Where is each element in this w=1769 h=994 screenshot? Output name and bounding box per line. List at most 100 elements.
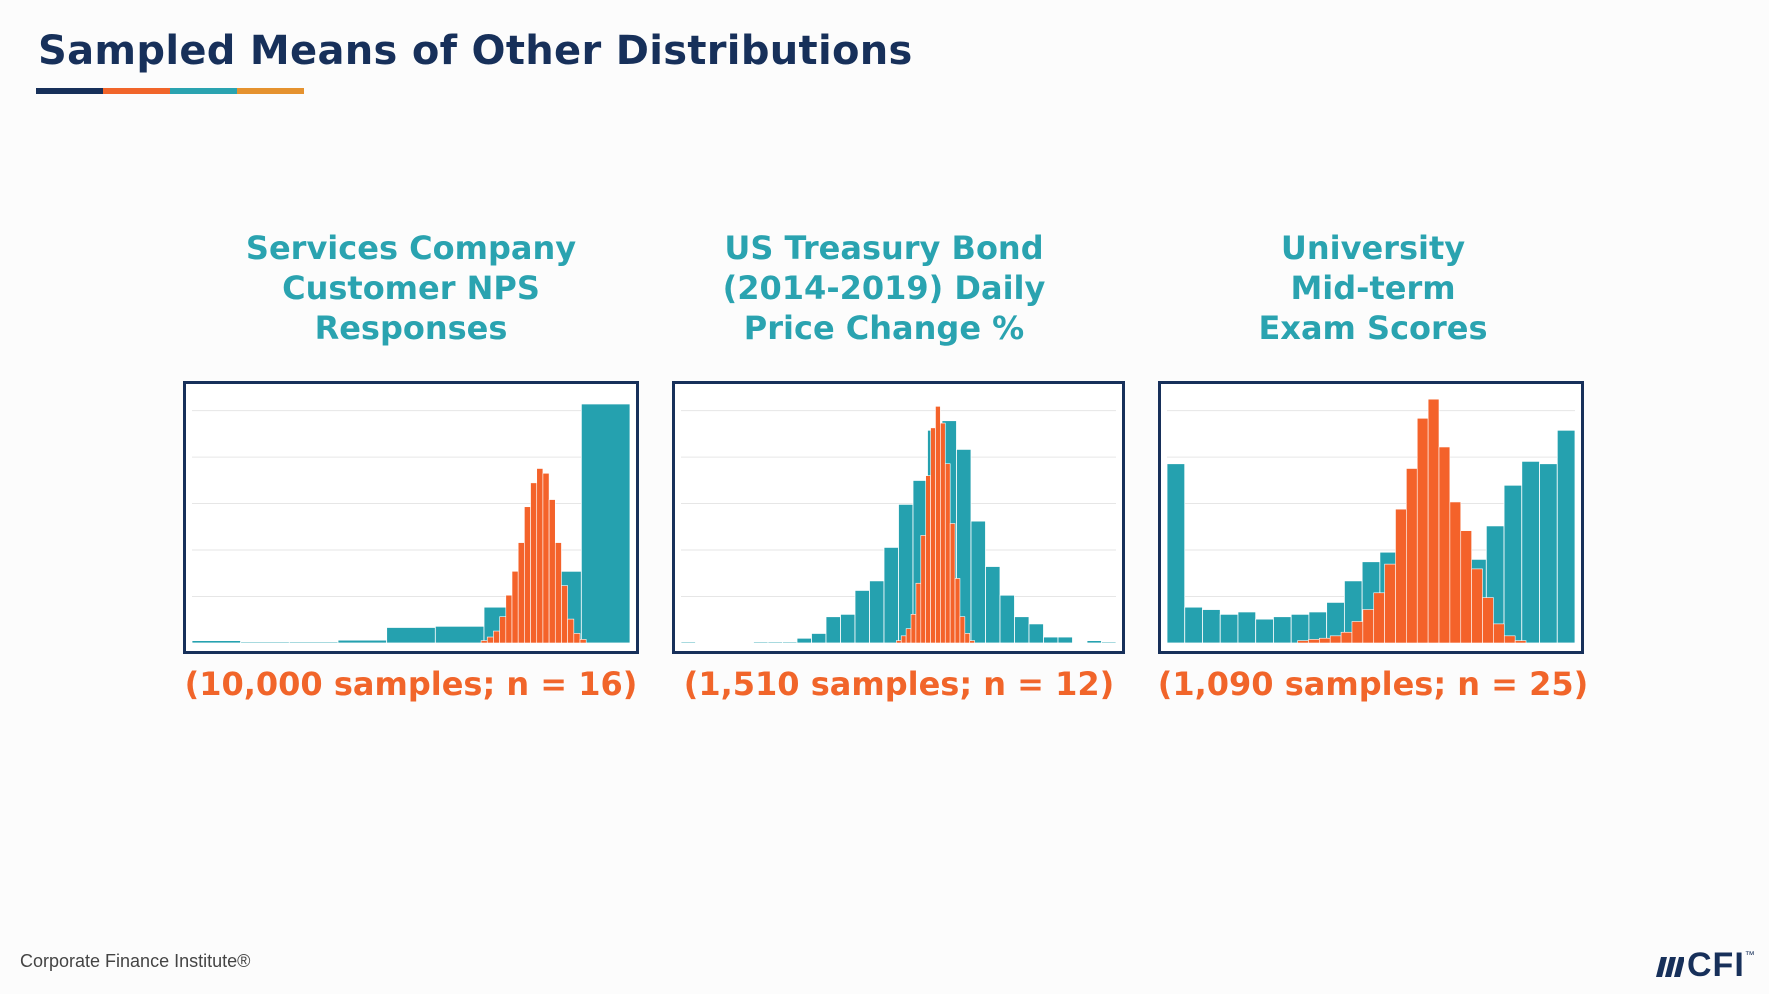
- sample-mean-bar: [1351, 621, 1364, 644]
- panel-title-line: Price Change %: [743, 309, 1025, 347]
- population-bar: [767, 641, 783, 644]
- sample-mean-bar: [1503, 635, 1516, 644]
- caption-treasury: (1,510 samples; n = 12): [683, 665, 1115, 703]
- sample-mean-bar: [1438, 446, 1451, 644]
- population-bar: [1273, 616, 1292, 644]
- population-bar: [680, 641, 696, 644]
- sample-mean-bar: [1471, 568, 1483, 644]
- page-title: Sampled Means of Other Distributions: [38, 28, 913, 74]
- caption-exam: (1,090 samples; n = 25): [1157, 665, 1589, 703]
- sample-mean-bar: [1395, 508, 1407, 644]
- population-bar: [386, 627, 436, 644]
- population-bar: [970, 520, 986, 644]
- population-bar: [883, 546, 899, 644]
- sample-mean-bar: [896, 640, 902, 644]
- population-bar: [1014, 616, 1030, 644]
- cfi-logo-text: CFI: [1687, 946, 1745, 984]
- title-underline-segment: [170, 88, 237, 94]
- panel-title-line: University: [1280, 229, 1466, 267]
- sample-mean-bar: [944, 463, 951, 644]
- sample-mean-bar: [925, 475, 931, 644]
- cfi-logo-mark-icon: [1656, 956, 1684, 977]
- panel-title-exam: University Mid-term Exam Scores: [1163, 228, 1583, 348]
- title-underline: [36, 88, 304, 94]
- sample-mean-bar: [530, 482, 538, 644]
- population-bar: [796, 637, 812, 644]
- sample-mean-bar: [561, 585, 568, 644]
- sample-mean-bar: [536, 468, 544, 644]
- population-bar: [1539, 463, 1558, 644]
- population-bar: [753, 641, 769, 644]
- population-bar: [1166, 463, 1186, 644]
- sample-mean-bar: [969, 640, 975, 644]
- sample-mean-bar: [949, 523, 956, 644]
- chart-treasury: [672, 381, 1125, 654]
- population-bar: [580, 403, 631, 644]
- population-bar: [1503, 484, 1523, 644]
- sample-mean-bar: [1384, 563, 1396, 644]
- population-bar: [1255, 618, 1274, 644]
- population-bar: [1290, 613, 1310, 644]
- chart-exam: [1158, 381, 1584, 654]
- panel-title-line: (2014-2019) Daily: [722, 269, 1046, 307]
- population-bar: [191, 640, 242, 644]
- sample-mean-bar: [542, 472, 550, 644]
- sample-mean-bar: [1340, 631, 1353, 644]
- sample-mean-bar: [1449, 501, 1462, 644]
- panel-title-line: Services Company: [245, 229, 577, 267]
- sample-mean-bar: [959, 616, 966, 644]
- cfi-logo-tm: ™: [1744, 950, 1755, 961]
- sample-mean-bar: [920, 535, 926, 644]
- population-bar: [1028, 623, 1044, 644]
- sample-mean-bar: [1406, 468, 1418, 644]
- footer-copyright: Corporate Finance Institute®: [20, 951, 251, 971]
- sample-mean-bar: [493, 630, 500, 644]
- sample-mean-bar: [524, 506, 531, 644]
- population-bar: [825, 616, 841, 644]
- sample-mean-bar: [954, 578, 961, 644]
- sample-mean-bar: [1416, 417, 1429, 644]
- population-bar: [1086, 640, 1102, 644]
- sample-mean-bar: [1482, 597, 1494, 644]
- sample-mean-bar: [1493, 623, 1505, 644]
- sample-mean-bar: [1319, 637, 1331, 644]
- sample-mean-bar: [548, 499, 556, 644]
- sample-mean-bar: [1297, 640, 1309, 644]
- sample-mean-bar: [935, 406, 941, 644]
- cfi-logo: CFI ™: [1650, 946, 1755, 985]
- population-bar: [1521, 460, 1540, 644]
- population-bar: [854, 590, 870, 644]
- population-bar: [337, 639, 388, 644]
- panel-title-line: Exam Scores: [1258, 309, 1488, 347]
- population-bar: [1202, 609, 1221, 644]
- population-bar: [1219, 613, 1239, 644]
- sample-mean-bar: [554, 542, 562, 644]
- chart-nps: [183, 381, 639, 654]
- sample-mean-bar: [486, 636, 494, 644]
- sample-mean-bar: [573, 633, 581, 644]
- sample-mean-bar: [517, 542, 525, 644]
- population-bar: [1101, 641, 1117, 644]
- panel-title-line: Mid-term: [1290, 269, 1456, 307]
- population-bar: [811, 633, 827, 644]
- population-bar: [240, 641, 290, 644]
- sample-mean-bar: [910, 614, 917, 644]
- population-bar: [1237, 611, 1257, 644]
- sample-mean-bar: [900, 635, 907, 644]
- sample-mean-bar: [511, 570, 519, 644]
- panel-title-nps: Services Company Customer NPS Responses: [201, 228, 621, 348]
- sample-mean-bar: [1427, 398, 1440, 644]
- sample-mean-bar: [940, 422, 946, 644]
- title-underline-segment: [103, 88, 170, 94]
- sample-mean-bar: [1373, 592, 1385, 644]
- panel-title-line: Customer NPS: [282, 269, 540, 307]
- panel-title-treasury: US Treasury Bond (2014-2019) Daily Price…: [674, 228, 1094, 348]
- panel-title-line: US Treasury Bond: [724, 229, 1044, 267]
- population-bar: [288, 641, 339, 644]
- sample-mean-bar: [1329, 635, 1342, 644]
- population-bar: [782, 641, 798, 644]
- panel-title-line: Responses: [314, 309, 508, 347]
- sample-mean-bar: [915, 582, 922, 644]
- sample-mean-bar: [505, 594, 513, 644]
- population-bar: [999, 594, 1015, 644]
